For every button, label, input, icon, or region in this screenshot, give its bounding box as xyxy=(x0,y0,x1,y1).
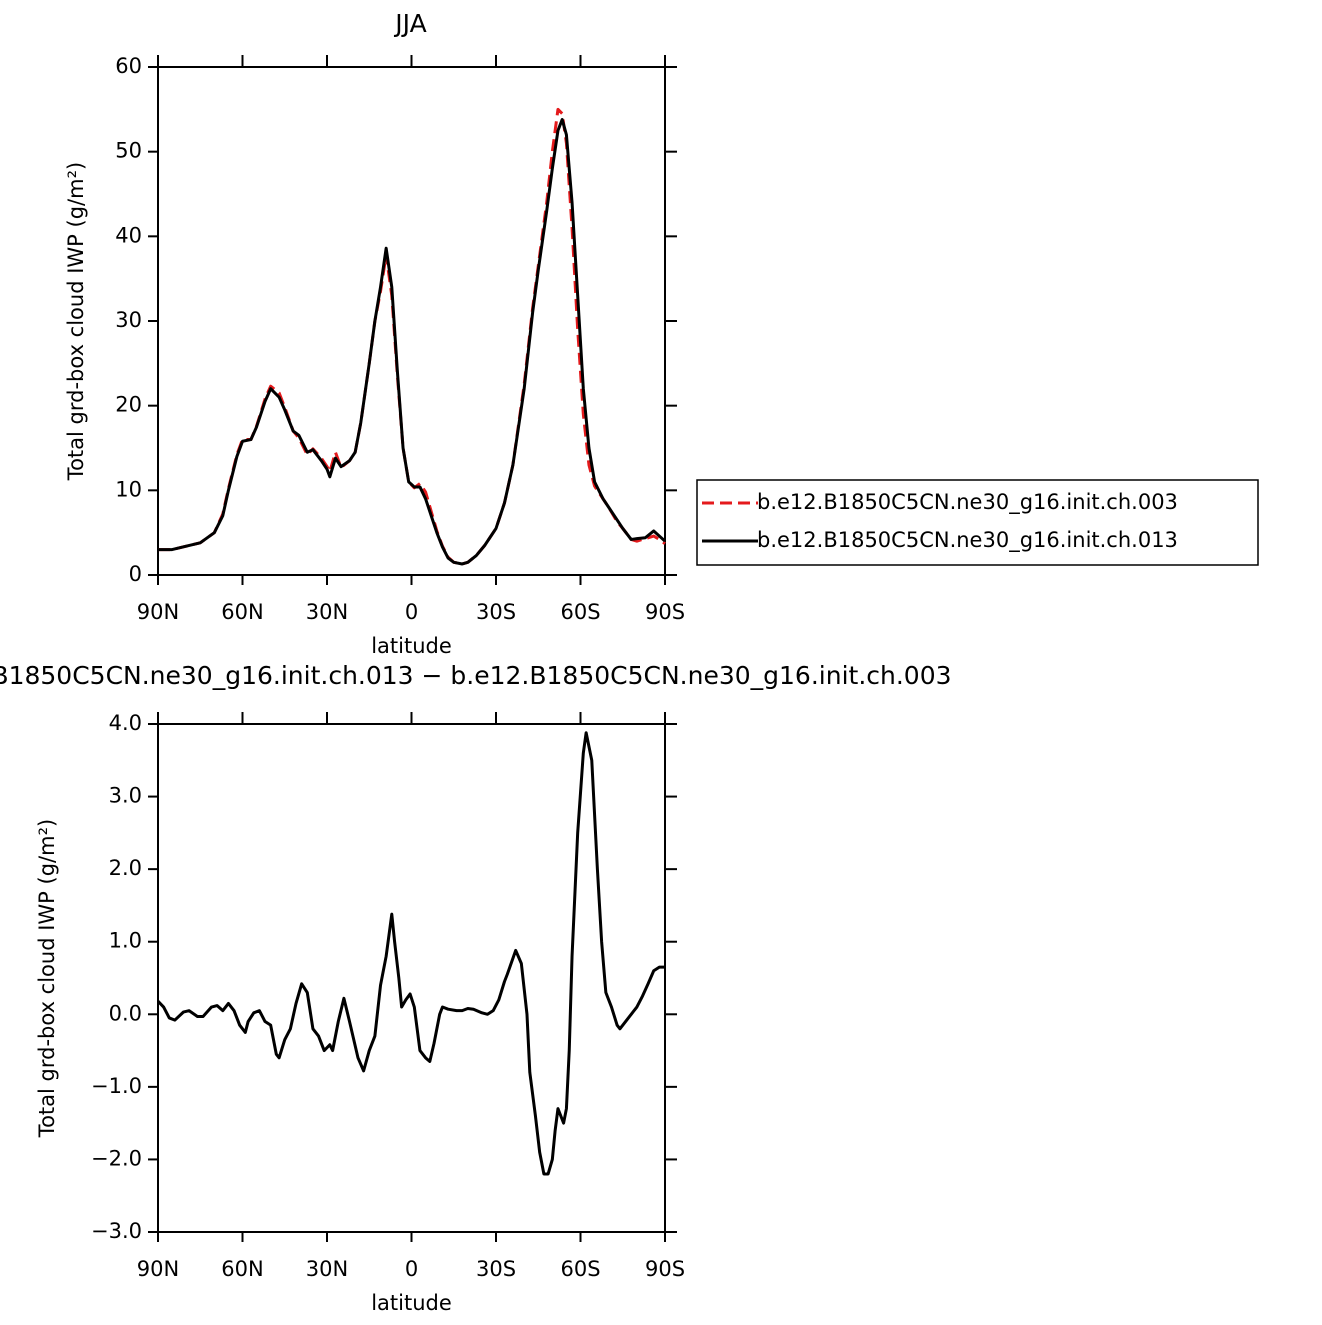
y-tick-label: 3.0 xyxy=(109,784,142,808)
x-tick-label: 30S xyxy=(476,600,516,624)
x-tick-label: 90N xyxy=(137,1257,179,1281)
x-tick-label: 30N xyxy=(306,1257,348,1281)
x-axis-label: latitude xyxy=(371,1291,452,1315)
y-tick-label: 10 xyxy=(115,477,142,501)
x-tick-label: 60N xyxy=(221,600,263,624)
plot-frame xyxy=(157,723,666,1233)
y-tick-label: 60 xyxy=(115,54,142,78)
x-tick-label: 0 xyxy=(405,600,418,624)
series-line xyxy=(158,107,666,566)
legend-label: b.e12.B1850C5CN.ne30_g16.init.ch.003 xyxy=(757,490,1178,515)
x-tick-label: 30S xyxy=(476,1257,516,1281)
y-tick-label: −3.0 xyxy=(91,1219,142,1243)
y-tick-label: 4.0 xyxy=(109,711,142,735)
legend-label: b.e12.B1850C5CN.ne30_g16.init.ch.013 xyxy=(757,528,1178,553)
y-tick-label: −2.0 xyxy=(91,1146,142,1170)
y-tick-label: 50 xyxy=(115,139,142,163)
legend-box xyxy=(696,479,1259,566)
series-line xyxy=(158,117,667,566)
x-tick-label: 60S xyxy=(560,1257,600,1281)
x-tick-label: 60S xyxy=(560,600,600,624)
x-tick-label: 90N xyxy=(137,600,179,624)
y-tick-label: −1.0 xyxy=(91,1074,142,1098)
x-tick-label: 90S xyxy=(645,1257,685,1281)
chart-title: b.e12.B1850C5CN.ne30_g16.init.ch.013 − b… xyxy=(0,661,952,690)
y-tick-label: 0.0 xyxy=(109,1001,142,1025)
x-tick-label: 30N xyxy=(306,600,348,624)
y-tick-label: 1.0 xyxy=(109,929,142,953)
y-tick-label: 30 xyxy=(115,308,142,332)
x-axis-label: latitude xyxy=(371,634,452,658)
x-tick-label: 0 xyxy=(405,1257,418,1281)
y-tick-label: 0 xyxy=(129,562,142,586)
y-tick-label: 40 xyxy=(115,223,142,247)
x-tick-label: 90S xyxy=(645,600,685,624)
x-tick-label: 60N xyxy=(221,1257,263,1281)
y-tick-label: 20 xyxy=(115,393,142,417)
series-line xyxy=(156,731,665,1176)
y-axis-label: Total grd-box cloud IWP (g/m²) xyxy=(64,162,88,481)
chart-title: JJA xyxy=(393,9,426,38)
plot-frame xyxy=(157,66,666,576)
y-tick-label: 2.0 xyxy=(109,856,142,880)
y-axis-label: Total grd-box cloud IWP (g/m²) xyxy=(35,819,59,1138)
